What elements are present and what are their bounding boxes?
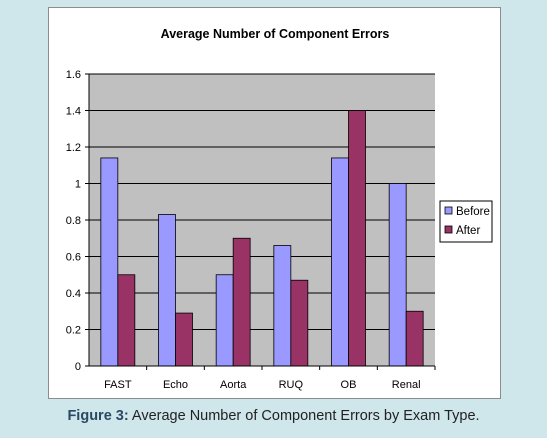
y-tick-label: 0 — [75, 361, 81, 373]
bar-after-renal — [405, 310, 424, 367]
bars — [100, 110, 424, 367]
y-tick-label: 1.2 — [66, 142, 81, 154]
x-tick-label: Echo — [163, 379, 188, 391]
y-tick-label: 0.8 — [66, 215, 81, 227]
y-tick-label: 0.2 — [66, 325, 81, 337]
bar-before-ob — [331, 157, 349, 367]
legend-swatch-before — [444, 206, 453, 215]
x-tick-label: RUQ — [279, 379, 304, 391]
x-tick-label: FAST — [104, 379, 132, 391]
chart-title: Average Number of Component Errors — [161, 27, 390, 41]
x-tick-label: Renal — [392, 379, 421, 391]
x-axis-tick-labels: FAST Echo Aorta RUQ OB Renal — [104, 379, 420, 391]
chart-panel: Average Number of Component Errors 0 0.2 0… — [48, 7, 501, 399]
x-tick-label: Aorta — [220, 379, 247, 391]
bar-after-ob — [348, 110, 366, 367]
y-tick-label: 1.6 — [66, 69, 81, 81]
bar-after-fast — [117, 274, 136, 367]
bar-after-aorta — [232, 237, 251, 367]
figure-label: Figure 3: — [67, 408, 129, 424]
bar-chart: Average Number of Component Errors 00.20… — [66, 27, 493, 391]
legend-swatch-after — [444, 225, 453, 234]
gridlines — [85, 73, 436, 370]
figure-caption: Figure 3: Average Number of Component Er… — [0, 408, 547, 424]
y-axis-tick-labels: 0 0.2 0.4 0.6 0.8 1 1.2 1.4 1.6 — [66, 69, 81, 373]
bar-before-fast — [100, 157, 119, 367]
y-tick-label: 0.6 — [66, 252, 81, 264]
bar-before-ruq — [273, 245, 292, 367]
bar-after-ruq — [290, 279, 309, 367]
bar-before-renal — [388, 183, 407, 367]
axes — [88, 74, 435, 367]
bar-before-aorta — [215, 274, 234, 367]
x-tick-label: OB — [341, 379, 357, 391]
legend-label-after: After — [456, 225, 480, 237]
legend-label-before: Before — [456, 206, 490, 218]
y-tick-label: 1 — [75, 179, 81, 191]
bar-after-echo — [175, 312, 193, 367]
y-tick-label: 1.4 — [66, 106, 81, 118]
legend: Before After — [439, 200, 493, 243]
y-tick-label: 0.4 — [66, 288, 81, 300]
figure-caption-text: Average Number of Component Errors by Ex… — [128, 408, 480, 424]
bar-before-echo — [158, 214, 176, 367]
